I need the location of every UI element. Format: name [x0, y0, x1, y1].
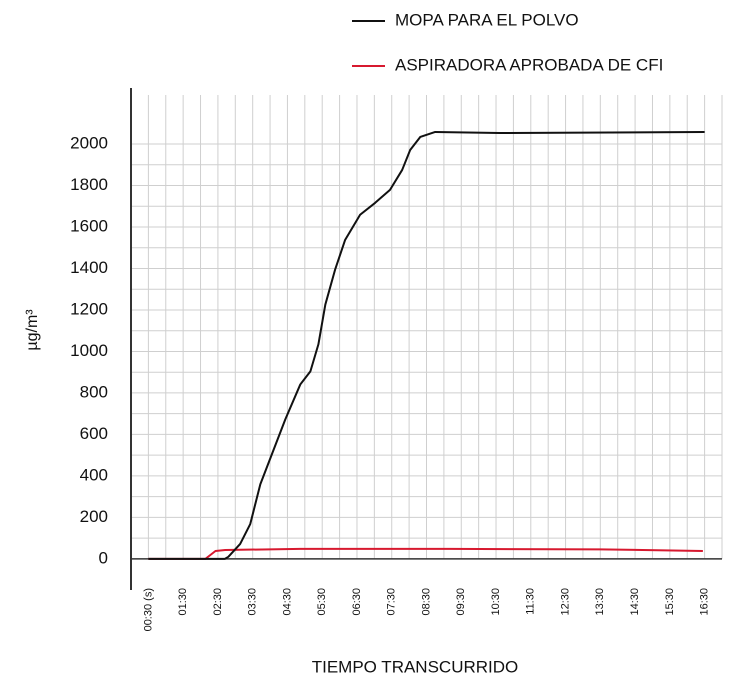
x-tick-label: 15:30 — [664, 588, 676, 616]
y-tick-label: 200 — [80, 507, 108, 526]
x-tick-label: 04:30 — [281, 588, 293, 616]
x-tick-label: 03:30 — [247, 588, 259, 616]
x-tick-label: 08:30 — [420, 588, 432, 616]
y-tick-label: 0 — [99, 548, 108, 567]
y-tick-label: 800 — [80, 382, 108, 401]
y-tick-label: 1200 — [70, 299, 108, 318]
legend-label: MOPA PARA EL POLVO — [395, 10, 579, 29]
y-tick-label: 2000 — [70, 133, 108, 152]
y-tick-label: 600 — [80, 424, 108, 443]
x-tick-label: 13:30 — [594, 588, 606, 616]
x-tick-label: 09:30 — [455, 588, 467, 616]
series-line — [148, 130, 705, 560]
x-tick-label: 01:30 — [177, 588, 189, 616]
series-line — [148, 547, 703, 560]
y-tick-label: 1400 — [70, 258, 108, 277]
x-tick-label: 11:30 — [525, 588, 537, 615]
y-axis-label: µg/m³ — [24, 309, 41, 351]
legend-label: ASPIRADORA APROBADA DE CFI — [395, 55, 663, 74]
x-tick-label: 06:30 — [351, 588, 363, 616]
x-tick-label: 16:30 — [699, 588, 711, 616]
x-tick-label: 00:30 (s) — [142, 588, 154, 631]
x-tick-label: 14:30 — [629, 588, 641, 616]
x-tick-label: 10:30 — [490, 588, 502, 616]
x-tick-label: 12:30 — [559, 588, 571, 616]
x-tick-label: 07:30 — [386, 588, 398, 616]
x-axis-label: TIEMPO TRANSCURRIDO — [312, 657, 519, 676]
x-tick-label: 05:30 — [316, 588, 328, 616]
y-tick-label: 1600 — [70, 216, 108, 235]
y-tick-label: 1000 — [70, 341, 108, 360]
x-tick-label: 02:30 — [212, 588, 224, 616]
y-tick-label: 1800 — [70, 175, 108, 194]
y-tick-label: 400 — [80, 465, 108, 484]
